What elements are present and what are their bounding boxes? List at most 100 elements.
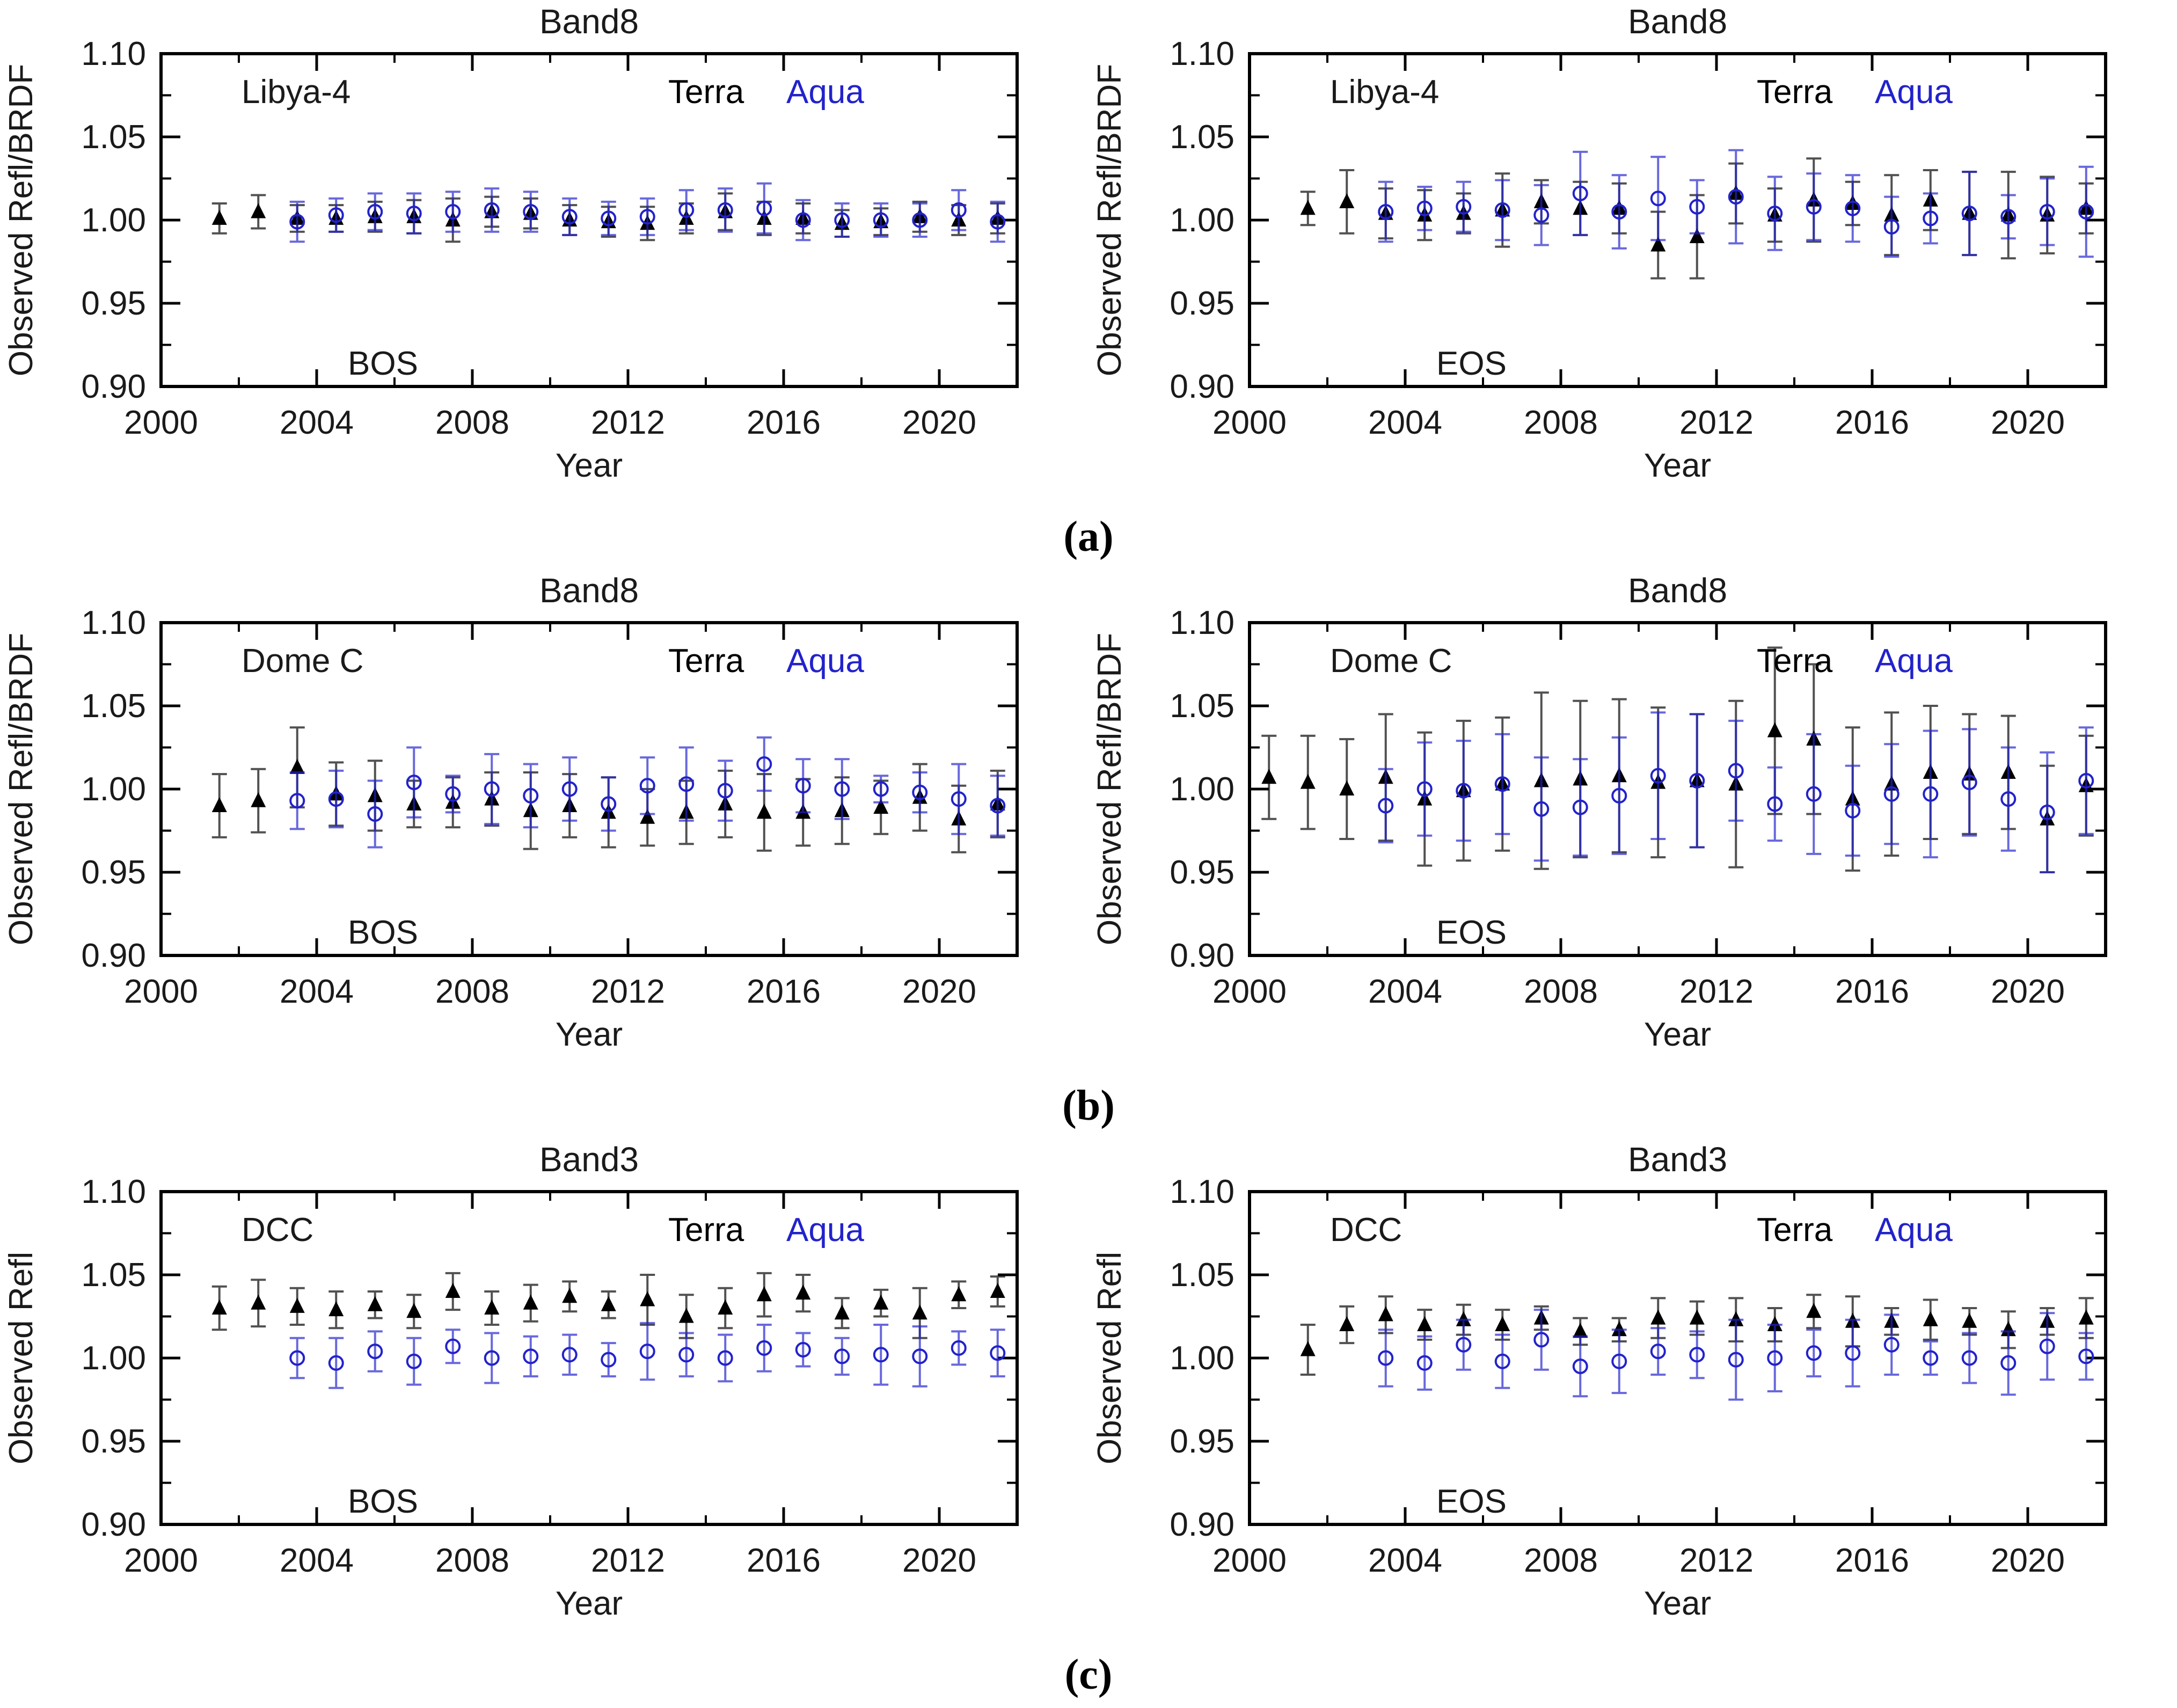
axis-ticks — [1248, 52, 2106, 388]
site-label: Libya-4 — [242, 74, 350, 111]
y-tick-label: 0.90 — [1170, 937, 1234, 974]
y-tick-label: 0.90 — [81, 937, 146, 974]
x-tick-label: 2004 — [280, 404, 354, 441]
legend-aqua: Aqua — [786, 1211, 864, 1249]
x-tick-label: 2008 — [435, 404, 509, 441]
series-aqua — [1378, 149, 2094, 258]
y-tick-label: 0.90 — [81, 1506, 146, 1543]
y-tick-label: 1.05 — [81, 1257, 146, 1294]
x-tick-label: 2008 — [1524, 404, 1598, 441]
y-tick-label: 1.10 — [1170, 604, 1234, 641]
error-bars — [289, 1322, 1005, 1389]
panel-domec-eos: Band8 2000 2004 2008 2012 2016 2020 0.90 0.95 1.0… — [1088, 569, 2177, 1079]
y-tick-label: 0.95 — [1170, 854, 1234, 891]
x-tick-label: 2020 — [902, 973, 976, 1010]
circle-markers — [1378, 763, 2094, 820]
y-tick-label: 0.95 — [81, 285, 146, 322]
panel-dcc-eos: Band3 2000 2004 2008 2012 2016 2020 0.90 0.95 1.0… — [1088, 1138, 2177, 1648]
legend-aqua: Aqua — [786, 643, 864, 680]
chart-title: Band8 — [539, 2, 639, 41]
chart-svg: Band8 2000 2004 2008 2012 2016 2020 0.90 0.95 1.0… — [3, 2, 1019, 484]
series-aqua — [1378, 1309, 2094, 1401]
y-tick-label: 1.05 — [1170, 1257, 1234, 1294]
legend-terra: Terra — [1757, 1211, 1833, 1249]
y-tick-label: 0.90 — [1170, 368, 1234, 405]
y-tick-label: 1.10 — [81, 35, 146, 72]
chart-title: Band8 — [539, 571, 639, 610]
chart-svg: Band8 2000 2004 2008 2012 2016 2020 0.90 0.95 1.0… — [1091, 2, 2107, 484]
x-axis-label: Year — [556, 447, 623, 484]
y-axis-label: Observed Refl — [3, 1252, 40, 1464]
panel-letter-a: (a) — [1063, 513, 1114, 560]
x-tick-label: 2008 — [435, 973, 509, 1010]
legend-aqua: Aqua — [786, 74, 864, 111]
panel-letter-b: (b) — [1062, 1082, 1115, 1129]
chart-svg: Band8 2000 2004 2008 2012 2016 2020 0.90 0.95 1.0… — [3, 571, 1019, 1053]
x-axis-label: Year — [1644, 1585, 1711, 1622]
y-tick-label: 1.00 — [1170, 771, 1234, 808]
y-tick-label: 0.95 — [1170, 1423, 1234, 1460]
circle-markers — [1378, 1332, 2094, 1374]
x-tick-label: 2012 — [1679, 1542, 1754, 1579]
legend-terra: Terra — [668, 643, 744, 680]
x-tick-label: 2016 — [747, 404, 821, 441]
y-tick-label: 1.10 — [81, 604, 146, 641]
y-tick-label: 1.00 — [81, 202, 146, 239]
error-bars — [1378, 149, 2094, 258]
error-bars — [289, 182, 1005, 243]
series-aqua — [289, 182, 1006, 243]
x-tick-label: 2008 — [1524, 973, 1598, 1010]
x-tick-label: 2004 — [1368, 1542, 1442, 1579]
y-axis-label: Observed Refl — [1091, 1252, 1128, 1464]
chart-svg: Band3 2000 2004 2008 2012 2016 2020 0.90 0.95 1.0… — [1091, 1140, 2107, 1622]
axis-ticks — [1248, 621, 2106, 957]
y-tick-label: 1.05 — [81, 119, 146, 156]
legend-aqua: Aqua — [1875, 74, 1953, 111]
error-bars — [1378, 711, 2094, 873]
axis-ticks — [159, 1190, 1017, 1526]
error-bars — [289, 736, 1005, 849]
x-tick-label: 2016 — [1835, 1542, 1909, 1579]
y-axis-label: Observed Refl/BRDF — [3, 633, 40, 945]
x-tick-label: 2000 — [1212, 404, 1287, 441]
axis-ticks — [1248, 1190, 2106, 1526]
x-tick-label: 2000 — [124, 973, 198, 1010]
panel-domec-bos: Band8 2000 2004 2008 2012 2016 2020 0.90 0.95 1.0… — [0, 569, 1088, 1079]
x-tick-label: 2004 — [280, 973, 354, 1010]
chart-title: Band8 — [1628, 571, 1727, 610]
x-tick-label: 2016 — [747, 973, 821, 1010]
x-tick-label: 2016 — [1835, 404, 1909, 441]
y-tick-label: 1.05 — [1170, 119, 1234, 156]
x-tick-label: 2004 — [1368, 404, 1442, 441]
x-tick-label: 2000 — [1212, 973, 1287, 1010]
panel-row-c: Band3 2000 2004 2008 2012 2016 2020 0.90 0.95 1.0… — [0, 1138, 2177, 1648]
x-tick-label: 2004 — [280, 1542, 354, 1579]
triangle-markers — [1300, 1303, 2094, 1356]
x-tick-label: 2000 — [124, 1542, 198, 1579]
x-tick-label: 2020 — [902, 404, 976, 441]
circle-markers — [289, 756, 1006, 822]
chart-title: Band8 — [1628, 2, 1727, 41]
legend-aqua: Aqua — [1875, 1211, 1953, 1249]
panel-row-b: Band8 2000 2004 2008 2012 2016 2020 0.90 0.95 1.0… — [0, 569, 2177, 1079]
panel-row-a: Band8 2000 2004 2008 2012 2016 2020 0.90 0.95 1.0… — [0, 0, 2177, 510]
legend-terra: Terra — [668, 1211, 744, 1249]
x-tick-label: 2012 — [1679, 973, 1754, 1010]
y-tick-label: 1.00 — [81, 1340, 146, 1377]
x-axis-label: Year — [1644, 1016, 1711, 1053]
y-tick-label: 0.95 — [81, 854, 146, 891]
chart-title: Band3 — [539, 1140, 639, 1179]
triangle-markers — [211, 1283, 1005, 1323]
x-tick-label: 2012 — [591, 1542, 665, 1579]
mode-label: BOS — [348, 1483, 418, 1520]
mode-label: EOS — [1436, 1483, 1507, 1520]
error-bars — [1378, 1309, 2094, 1401]
x-tick-label: 2000 — [1212, 1542, 1287, 1579]
site-label: Dome C — [1330, 643, 1452, 680]
series-aqua — [289, 1322, 1006, 1389]
x-tick-label: 2020 — [1991, 973, 2065, 1010]
chart-title: Band3 — [1628, 1140, 1727, 1179]
y-tick-label: 1.00 — [81, 771, 146, 808]
x-tick-label: 2008 — [435, 1542, 509, 1579]
x-tick-label: 2012 — [1679, 404, 1754, 441]
